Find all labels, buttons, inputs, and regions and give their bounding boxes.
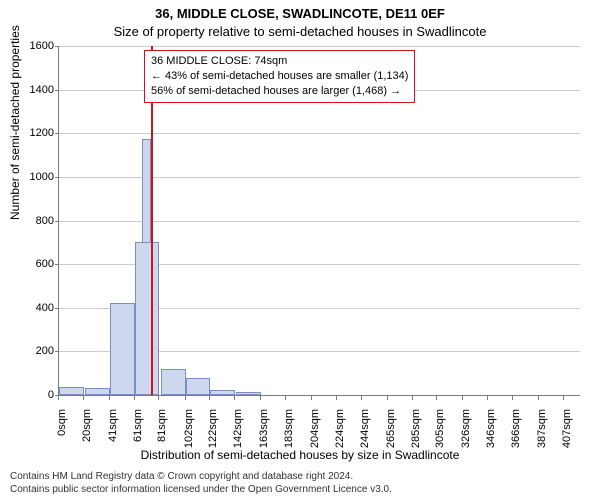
x-tick-label: 407sqm [561, 409, 573, 469]
y-tick-mark [55, 90, 59, 91]
x-tick-mark [487, 396, 488, 400]
x-tick-mark [412, 396, 413, 400]
y-tick-mark [55, 221, 59, 222]
x-tick-label: 244sqm [359, 409, 371, 469]
x-tick-label: 0sqm [56, 409, 68, 469]
x-tick-mark [336, 396, 337, 400]
x-tick-mark [83, 396, 84, 400]
x-tick-label: 102sqm [183, 409, 195, 469]
histogram-bar [186, 378, 211, 395]
x-tick-mark [563, 396, 564, 400]
footer-line1: Contains HM Land Registry data © Crown c… [10, 471, 392, 484]
x-tick-mark [285, 396, 286, 400]
histogram-bar [236, 392, 261, 395]
annotation-line: 56% of semi-detached houses are larger (… [151, 84, 408, 99]
x-tick-label: 285sqm [410, 409, 422, 469]
y-tick-label: 1200 [14, 127, 54, 139]
x-tick-label: 163sqm [258, 409, 270, 469]
histogram-bar [210, 390, 235, 395]
footer-attribution: Contains HM Land Registry data © Crown c… [10, 471, 392, 496]
y-tick-mark [55, 264, 59, 265]
x-tick-mark [311, 396, 312, 400]
footer-line2: Contains public sector information licen… [10, 484, 392, 497]
histogram-bar [161, 369, 186, 395]
gridline [59, 133, 580, 134]
x-tick-mark [361, 396, 362, 400]
chart-container: 36, MIDDLE CLOSE, SWADLINCOTE, DE11 0EF … [0, 0, 600, 500]
x-tick-mark [185, 396, 186, 400]
x-tick-label: 142sqm [232, 409, 244, 469]
x-tick-label: 387sqm [536, 409, 548, 469]
x-tick-label: 224sqm [334, 409, 346, 469]
gridline [59, 46, 580, 47]
y-tick-label: 400 [14, 302, 54, 314]
y-tick-label: 1600 [14, 40, 54, 52]
y-tick-mark [55, 177, 59, 178]
y-tick-label: 1400 [14, 84, 54, 96]
gridline [59, 177, 580, 178]
x-tick-label: 326sqm [460, 409, 472, 469]
x-tick-label: 183sqm [283, 409, 295, 469]
x-tick-mark [109, 396, 110, 400]
x-tick-mark [234, 396, 235, 400]
x-tick-label: 204sqm [309, 409, 321, 469]
y-axis-title: Number of semi-detached properties [8, 25, 22, 220]
x-tick-mark [58, 396, 59, 400]
y-tick-mark [55, 308, 59, 309]
y-tick-label: 800 [14, 215, 54, 227]
x-tick-mark [538, 396, 539, 400]
y-tick-mark [55, 351, 59, 352]
x-tick-label: 265sqm [385, 409, 397, 469]
x-tick-mark [436, 396, 437, 400]
x-tick-mark [387, 396, 388, 400]
x-tick-mark [260, 396, 261, 400]
plot-area: 36 MIDDLE CLOSE: 74sqm← 43% of semi-deta… [58, 46, 580, 396]
histogram-bar [59, 387, 84, 395]
x-tick-label: 41sqm [107, 409, 119, 469]
x-tick-label: 122sqm [207, 409, 219, 469]
histogram-bar [135, 242, 160, 395]
x-tick-label: 81sqm [156, 409, 168, 469]
histogram-bar [110, 303, 135, 395]
x-tick-mark [158, 396, 159, 400]
x-tick-mark [134, 396, 135, 400]
x-tick-label: 305sqm [434, 409, 446, 469]
chart-title-address: 36, MIDDLE CLOSE, SWADLINCOTE, DE11 0EF [0, 6, 600, 21]
x-tick-mark [209, 396, 210, 400]
chart-subtitle: Size of property relative to semi-detach… [0, 24, 600, 39]
y-tick-mark [55, 46, 59, 47]
x-tick-mark [512, 396, 513, 400]
x-tick-label: 346sqm [485, 409, 497, 469]
histogram-bar [85, 388, 110, 395]
x-tick-label: 61sqm [132, 409, 144, 469]
y-tick-label: 200 [14, 345, 54, 357]
annotation-box: 36 MIDDLE CLOSE: 74sqm← 43% of semi-deta… [144, 50, 415, 103]
annotation-line: ← 43% of semi-detached houses are smalle… [151, 69, 408, 84]
y-tick-label: 0 [14, 389, 54, 401]
y-tick-label: 600 [14, 258, 54, 270]
x-tick-label: 366sqm [510, 409, 522, 469]
y-tick-mark [55, 133, 59, 134]
annotation-line: 36 MIDDLE CLOSE: 74sqm [151, 54, 408, 69]
x-tick-mark [462, 396, 463, 400]
y-tick-label: 1000 [14, 171, 54, 183]
gridline [59, 221, 580, 222]
x-tick-label: 20sqm [81, 409, 93, 469]
